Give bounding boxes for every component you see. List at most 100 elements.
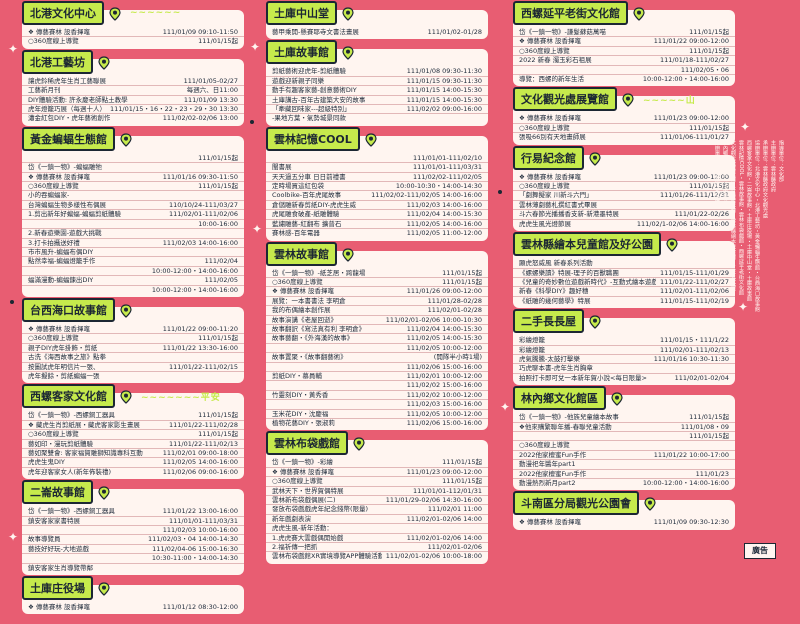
event-row: 《紙雕的幾何藝學》特展 111/01/15-111/02/19 <box>513 295 735 305</box>
event-time: 110/10/24-111/03/27 <box>168 200 238 209</box>
venue-section: 北港工藝坊 讓虎鈴稀虎年生肖工藝聯展 111/01/05-02/27 工藝新月刊 每週六… <box>22 49 244 126</box>
credit-line: 主辦單位保留活動變更之權利 <box>714 140 720 208</box>
event-row: 動漫熱烈新月part2 10:00-12:00・14:00-16:00 <box>513 478 735 487</box>
event-row: 111/02/03 15:00-16:00 <box>266 399 488 408</box>
event-row: 「劇舞擬家 川新斗六門」 111/01/26-111/12/31 <box>513 190 735 199</box>
event-row: 天天過五分車 日日前禮書 111/02/02-111/02/05 <box>266 171 488 181</box>
event-time: 111/02/02 15:00-16:00 <box>406 381 482 390</box>
map-pin-icon <box>341 45 355 61</box>
event-time: 10:00-16:00 <box>198 219 238 228</box>
event-name: ❖ 傳藝賽林 設香揮竈 <box>28 603 90 612</box>
event-name: ❖ 傳藝賽林 設香揮竈 <box>28 324 90 333</box>
venue-title: 斗南區分局觀光公園會 <box>513 491 639 516</box>
event-time: 111/01/15 14:00-15:30 <box>406 86 482 95</box>
event-name: 彩繪燈籠 <box>519 336 545 345</box>
event-row: 植物花藝DIY・張淑莉 111/02/06 15:00-16:00 <box>266 418 488 427</box>
event-time: 111/01/15起 <box>198 334 238 343</box>
event-row: DIY體驗活動: 許永慶老師點土教學 111/01/09 13:30 <box>22 94 244 104</box>
event-name: 剪紙藝術迎虎年-剪紙體驗 <box>272 67 346 76</box>
event-name: 《紙雕的幾何藝學》特展 <box>519 296 591 305</box>
venue-title: 台西海口故事館 <box>22 297 115 322</box>
event-time: 111/01/15・111/1/22 <box>659 336 729 345</box>
event-row: 剪紙藝術迎虎年-剪紙體驗 111/01/08 09:30-11:30 <box>266 67 488 75</box>
venue-section: 土庫庄役場 ❖ 傳藝賽林 設香揮竈 111/01/12 08:30-12:00 <box>22 576 244 615</box>
event-time: 每週六、日11:00 <box>186 86 238 95</box>
event-time: 111/01/15起 <box>442 458 482 467</box>
map-pin-icon <box>97 485 111 501</box>
event-time: 111/01/22-111/02/13 <box>168 439 238 448</box>
venue-section: 雲林縣繪本兒童館及好公園 顯虎怒威風 新春系列活動 《螺螺樂讀》特展-理子的百獸職團… <box>513 232 735 309</box>
event-row: 《兒童的奇妙數位遊戲新時代》-互動式繪本遊戲 111/01/22-111/02/2… <box>513 276 735 286</box>
event-time: 111/02/05 10:00-12:00 <box>406 343 482 352</box>
event-name: ○360度線上導覽 <box>28 430 79 439</box>
credit-line: 雲林記憶COOL・雲林故事館・雲林布袋戲館・西螺延平老街文化館 <box>738 140 744 296</box>
event-time: 111/01/22 09:00-11:20 <box>162 324 238 333</box>
venue-section: 二崙故事館 岱《一鎮一物》-西螺銅工器具 111/01/22 13:00-16:00… <box>22 480 244 576</box>
event-time: 111/01/15起 <box>442 277 482 286</box>
event-row: 彩繪燈籠 111/01/15・111/1/22 <box>513 336 735 344</box>
event-name: 藝如印・漫玩剪紙體驗 <box>28 439 93 448</box>
event-time: 111/01/22-111/02/28 <box>168 420 238 429</box>
event-name: 岱《一鎮一物》-謙髮蘇菇萬喵 <box>519 28 606 36</box>
event-name: 藝甲乘開-懸賽耶寺文書法畫展 <box>272 28 359 36</box>
venue-section: 雲林記憶COOL 111/01/01-111/02/10 闡書展 111/01/01-… <box>266 126 488 241</box>
venue-header: 雲林縣繪本兒童館及好公園 <box>513 232 735 259</box>
event-name: 藝如聚雙會: 客家福賀雕獅知識專科互動 <box>28 449 143 457</box>
event-time: 111/01/15起 <box>689 182 729 191</box>
event-row: ○360度線上導覽 <box>513 440 735 449</box>
event-row: ○360度線上導覽 111/01/15起 <box>22 429 244 438</box>
event-name: 3.打卡拍攝送好禮 <box>28 238 80 247</box>
event-time <box>478 114 482 122</box>
event-name: 工藝新月刊 <box>28 86 61 95</box>
map-pin-icon <box>588 151 602 166</box>
event-time: 111/02/03 14:00-16:00 <box>406 200 482 209</box>
event-name: Coolbike-百年虎尾故事 <box>272 191 342 200</box>
event-name: DIY體驗活動: 許永慶老師點土教學 <box>28 95 128 104</box>
venue-section: 雲林布袋戲館 岱《一鎮一物》-彩繪 111/01/15起 ❖ 傳藝賽林 設香揮竈 111… <box>266 431 488 564</box>
event-row: ○360度線上導覽 111/01/15起 <box>22 181 244 190</box>
event-time: 111/02/01-02/04 <box>674 373 729 382</box>
sparkle-icon: ✦ <box>500 400 511 414</box>
event-name: ○360度線上導覽 <box>28 182 79 191</box>
event-name: 市市風升-蝙蝠布偶DIY <box>28 247 94 256</box>
event-row: 《螺螺樂讀》特展-理子的百獸職團 111/01/15-111/01/29 <box>513 267 735 277</box>
event-time: 111/01/09 09:30-12:30 <box>653 518 729 527</box>
event-row: 土庫講古-百年古建築大安的故事 111/01/15 14:00-15:30 <box>266 94 488 104</box>
venue-header: 台西海口故事館 <box>22 297 244 325</box>
event-row: 故事導覽員 111/02/03・04 14:00-14:30 <box>22 534 244 543</box>
event-time: 111/01/15 09:30-11:30 <box>406 76 482 85</box>
event-row: 鎮安客家家書特展 111/01/01-111/03/31 <box>22 515 244 525</box>
event-row: 2022他家檀蜜Fun手作 111/01/22 10:00-17:00 <box>513 449 735 459</box>
event-row: 藍繡雕藝-紅翻布 擴普石 111/02/05 14:00-16:00 <box>266 218 488 228</box>
event-row: 10:00-12:00・14:00-16:00 <box>22 284 244 294</box>
event-row: 藝如聚雙會: 客家福賀雕獅知識專科互動 111/02/01 09:00-18:00 <box>22 448 244 457</box>
event-name: ❖ 傳藝賽林 設香揮竈 <box>519 172 581 181</box>
event-time: 10:00-12:00・14:00-16:00 <box>642 479 729 487</box>
venue-section: 黃金蝙蝠生態館 111/01/15起 岱《一鎮一物》-蝙蝠雕牠 ❖ 傳藝賽林 設香揮竈… <box>22 126 244 297</box>
event-time: 10:00-12:00・14:00-16:00 <box>151 266 238 275</box>
credit-line: 協辦單位：北港文化中心・北港工藝坊・黃金蝙蝠生態館・台西海口故事館 <box>754 140 760 312</box>
event-time: 111/02/05 11:00-12:00 <box>406 229 482 238</box>
event-time: 111/02/06 09:00-16:00 <box>162 467 238 476</box>
event-name: 拍照打卡即可兌一本新年賀小說<每日限量> <box>519 373 647 382</box>
event-name: 動漫祀年醬年part1 <box>519 460 576 469</box>
event-row: ❖ 傳藝賽林 設香揮竈 111/01/23 09:00-12:00 <box>513 114 735 122</box>
event-time: 111/01/05-02/27 <box>183 76 238 85</box>
event-row: 岱《一鎮一物》-西螺銅工器具 111/01/15起 <box>22 411 244 419</box>
event-name: 小的吞蝙蝠家- <box>28 191 70 200</box>
event-row: ❖ 傳藝賽林 設香揮竈 111/01/12 08:30-12:00 <box>22 603 244 611</box>
event-row: 「牽藏回味家---超級特別」 111/02/02 09:00-16:00 <box>266 104 488 113</box>
event-row: 10:00-16:00 <box>22 218 244 228</box>
event-row: 岱《一鎮一物》-蝙蝠雕牠 <box>22 162 244 171</box>
event-name: 賽林感-百年電器 <box>272 229 320 238</box>
event-name: 岱《一鎮一物》-西螺銅工器具 <box>28 507 115 516</box>
event-time: 111/01/15起 <box>442 477 482 486</box>
event-name: ❖ 傳藝賽林 設香揮竈 <box>272 467 334 476</box>
event-time: 111/01/15起 <box>198 411 238 420</box>
event-time <box>234 353 238 361</box>
event-time: 111/01/16 09:30-11:50 <box>162 172 238 181</box>
map-pin-icon <box>643 496 657 512</box>
event-time: 111/02/02 09:00-16:00 <box>406 105 482 114</box>
event-time: 111/02/04 <box>204 257 238 266</box>
event-time <box>234 564 238 572</box>
